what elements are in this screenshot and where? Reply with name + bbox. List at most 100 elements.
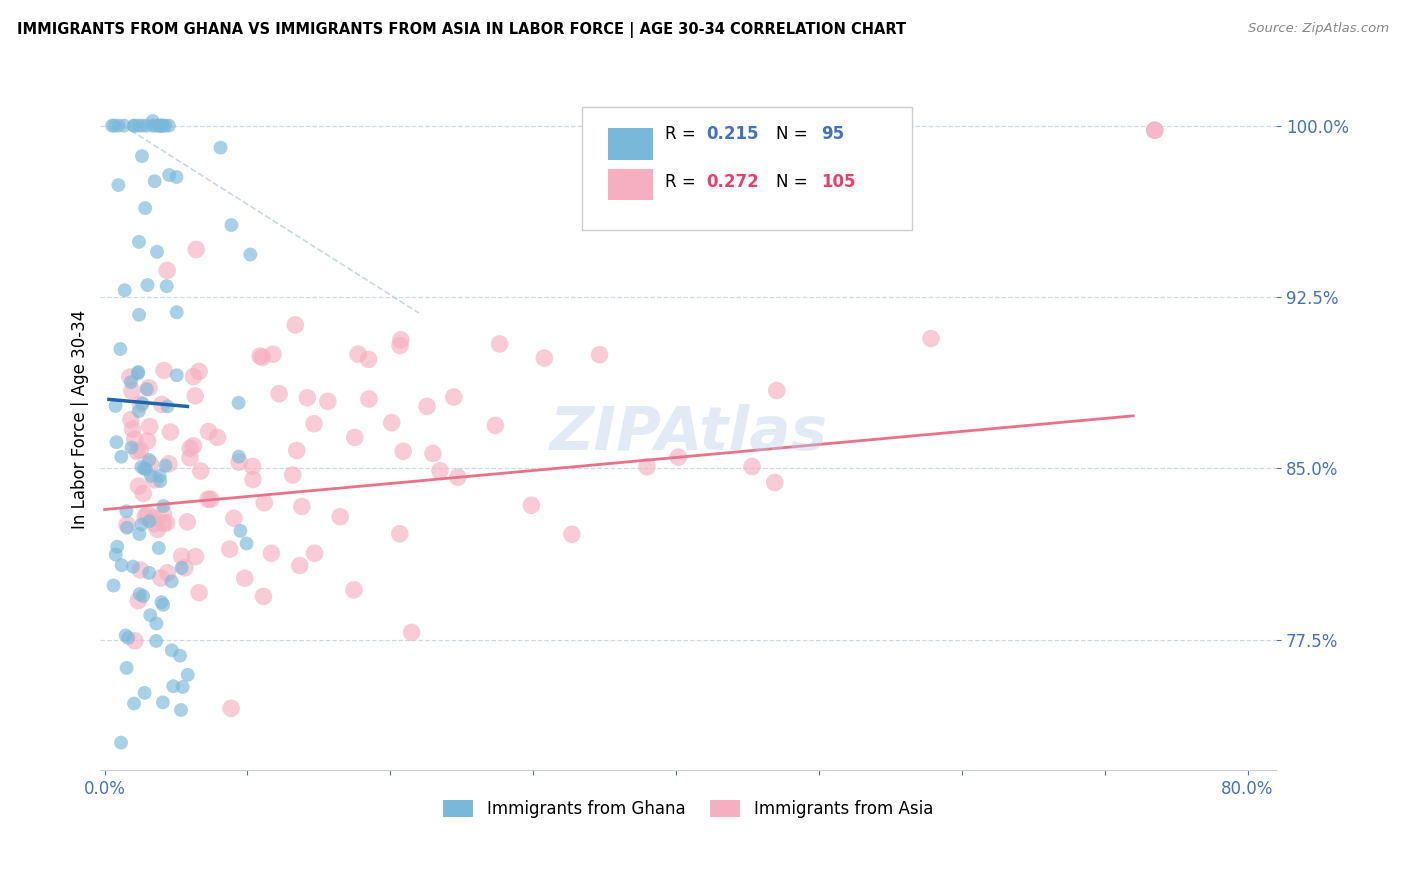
Point [357,392,380,406]
Point [155,458,177,473]
Text: Source: ZipAtlas.com: Source: ZipAtlas.com [1249,22,1389,36]
Point [156,263,179,277]
Point [128,235,150,249]
Point [253,496,276,510]
Point [134,509,156,524]
Point [416,400,439,414]
Point [110,735,132,749]
Point [152,499,174,513]
Point [160,574,183,589]
Point [134,686,156,700]
Point [186,243,208,257]
Point [233,571,256,585]
Point [347,347,370,361]
Point [146,244,169,259]
Point [150,119,173,133]
Point [131,149,153,163]
Point [132,589,155,603]
Point [142,119,165,133]
Point [188,364,211,378]
Point [104,548,127,562]
Text: 105: 105 [821,173,856,191]
Point [145,616,167,631]
Point [159,425,181,439]
Point [176,515,198,529]
Point [128,404,150,418]
Point [101,119,124,133]
Point [184,549,207,564]
Point [763,475,786,490]
Point [197,492,219,507]
Point [179,450,201,465]
Point [488,337,510,351]
Point [166,368,188,383]
Point [110,450,132,464]
Text: 0.272: 0.272 [706,173,759,191]
Point [124,119,146,133]
Point [136,278,159,293]
Point [160,643,183,657]
Point [183,369,205,384]
Point [920,332,942,346]
Legend: Immigrants from Ghana, Immigrants from Asia: Immigrants from Ghana, Immigrants from A… [437,793,939,825]
Point [302,417,325,431]
Point [156,279,179,293]
Point [152,695,174,709]
Point [157,168,180,182]
Point [110,342,132,356]
Point [447,470,470,484]
Point [135,382,157,396]
Point [389,338,412,352]
Point [155,516,177,530]
Point [121,441,143,455]
Point [121,422,143,436]
Point [142,114,165,128]
Point [173,561,195,575]
Point [132,486,155,500]
Point [169,648,191,663]
Point [135,119,157,133]
Point [200,492,222,507]
Point [143,516,166,531]
Point [152,507,174,521]
Point [260,546,283,560]
Point [235,536,257,550]
Point [128,479,150,493]
Point [131,119,153,133]
Point [115,517,138,532]
Point [146,522,169,536]
Point [120,375,142,389]
Text: 0.215: 0.215 [706,125,758,143]
Bar [609,128,652,160]
Point [388,526,411,541]
Point [138,453,160,467]
Point [285,443,308,458]
Point [105,435,128,450]
Point [1143,123,1166,137]
Point [136,434,159,448]
Point [134,201,156,215]
Point [157,119,180,133]
Point [190,464,212,478]
Point [124,633,146,648]
Point [129,517,152,532]
Point [110,558,132,573]
FancyBboxPatch shape [582,107,911,230]
Point [128,527,150,541]
Bar [609,169,652,201]
Point [156,566,179,580]
Point [153,363,176,377]
Point [170,561,193,575]
Point [666,450,689,464]
Point [104,399,127,413]
Point [429,464,451,478]
Point [127,365,149,379]
Point [122,697,145,711]
Point [252,590,274,604]
Point [297,391,319,405]
Point [150,595,173,609]
Point [520,498,543,512]
Point [239,247,262,261]
Point [291,500,314,514]
Point [127,593,149,607]
